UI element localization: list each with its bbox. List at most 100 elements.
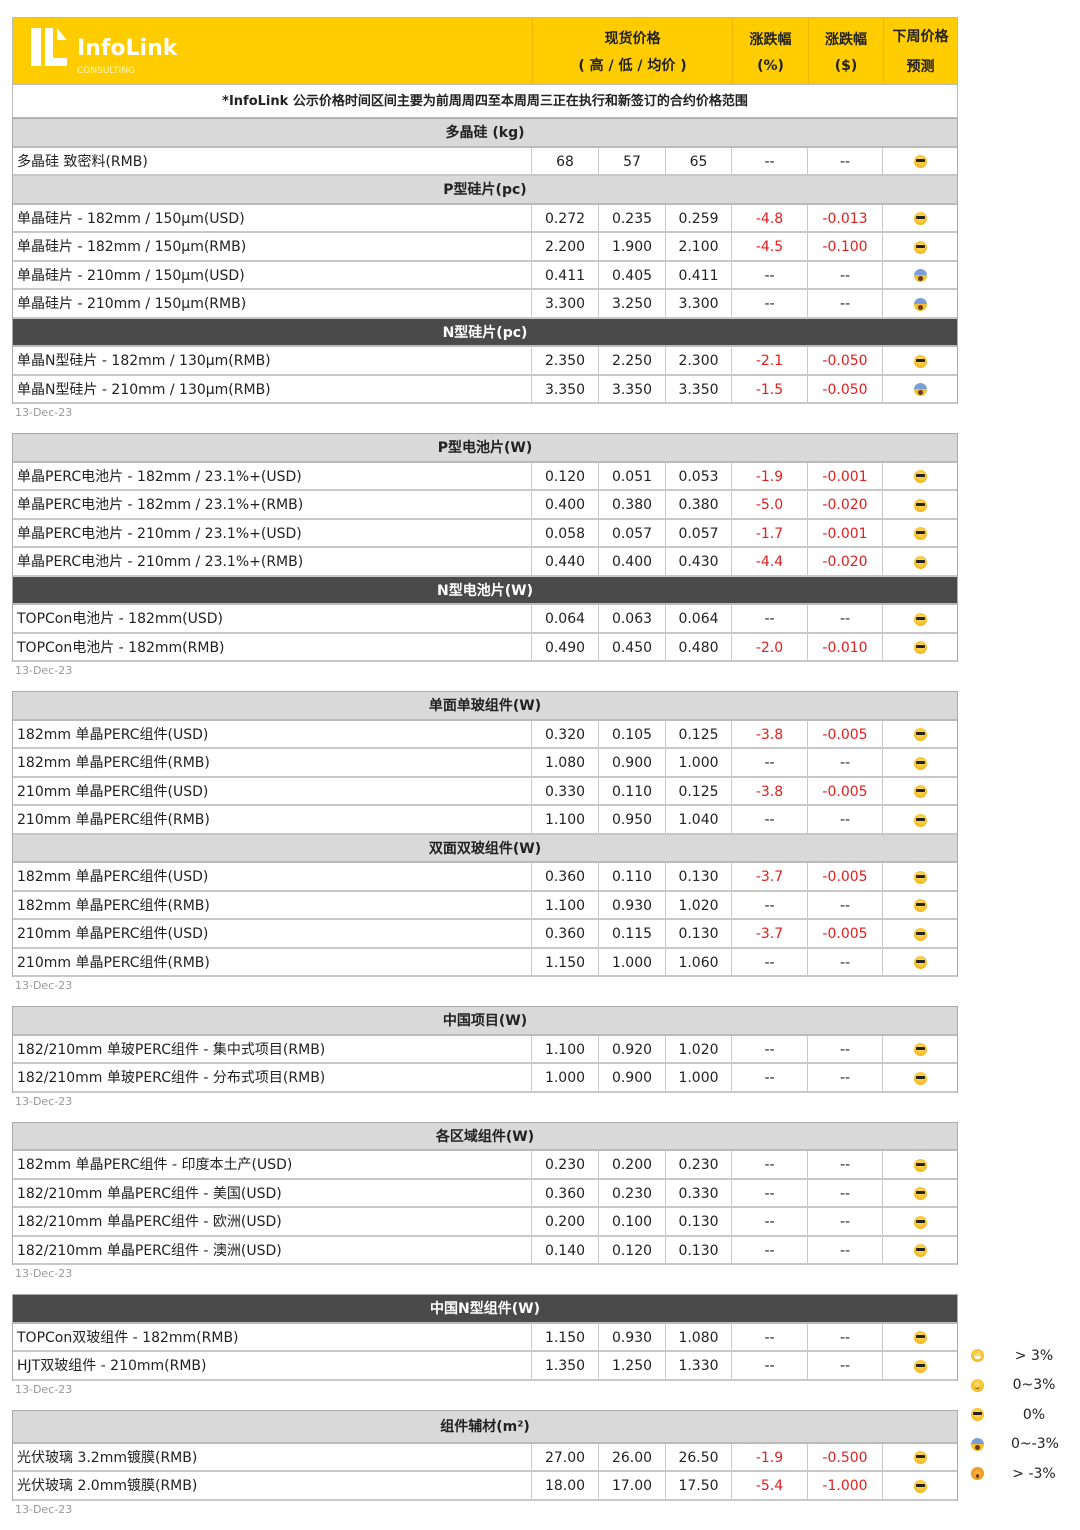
forecast-cell	[883, 1237, 957, 1264]
table-row: 多晶硅 致密料(RMB) 68 57 65 -- --	[13, 147, 957, 176]
price-avg: 0.057	[666, 519, 732, 546]
product-name: 光伏玻璃 2.0mm镀膜(RMB)	[13, 1472, 532, 1499]
product-name: 182mm 单晶PERC组件(USD)	[13, 863, 532, 890]
price-high: 0.490	[532, 633, 599, 660]
product-name: 210mm 单晶PERC组件(USD)	[13, 920, 532, 947]
product-name: 210mm 单晶PERC组件(RMB)	[13, 948, 532, 975]
price-low: 0.110	[599, 777, 666, 804]
section-header: N型硅片(pc)	[13, 318, 957, 347]
price-avg: 1.020	[666, 1035, 732, 1062]
forecast-cell	[883, 290, 957, 317]
change-pct-unit: (%)	[757, 57, 784, 74]
price-low: 0.105	[599, 720, 666, 747]
cool-face-icon	[913, 155, 927, 168]
change-usd: -0.020	[808, 548, 883, 575]
forecast-cell	[883, 1208, 957, 1235]
price-low: 0.400	[599, 548, 666, 575]
legend-item: 0~-3%	[965, 1430, 1075, 1460]
product-name: 单晶PERC电池片 - 182mm / 23.1%+(USD)	[13, 462, 532, 489]
date-label: 13-Dec-23	[15, 664, 73, 677]
logo-text: InfoLink	[77, 36, 178, 61]
table-row: 182/210mm 单晶PERC组件 - 美国(USD) 0.360 0.230 0.…	[13, 1179, 957, 1208]
change-usd: --	[808, 806, 883, 833]
product-name: 单晶N型硅片 - 210mm / 130μm(RMB)	[13, 375, 532, 402]
price-note: *InfoLink 公示价格时间区间主要为前周周四至本周周三正在执行和新签订的合…	[12, 85, 958, 118]
price-high: 1.150	[532, 948, 599, 975]
spot-price-sublabel: ( 高 / 低 / 均价 )	[578, 57, 687, 74]
legend-label: > 3%	[1014, 1347, 1054, 1364]
table-row: 182/210mm 单玻PERC组件 - 集中式项目(RMB) 1.100 0.92…	[13, 1035, 957, 1064]
change-usd: -1.000	[808, 1472, 883, 1499]
date-label: 13-Dec-23	[15, 1094, 73, 1108]
table-row: 182/210mm 单晶PERC组件 - 欧洲(USD) 0.200 0.100 0.…	[13, 1208, 957, 1237]
price-low: 1.000	[599, 948, 666, 975]
change-usd: -0.013	[808, 204, 883, 231]
legend-label: 0%	[1022, 1406, 1046, 1423]
price-low: 17.00	[599, 1472, 666, 1499]
price-avg: 3.300	[666, 290, 732, 317]
price-avg: 0.064	[666, 605, 732, 632]
price-low: 57	[599, 147, 666, 174]
cool-face-icon	[913, 1187, 927, 1200]
change-usd: -0.100	[808, 233, 883, 260]
legend-item: > -3%	[965, 1459, 1075, 1489]
price-high: 0.360	[532, 920, 599, 947]
price-high: 0.330	[532, 777, 599, 804]
table-row: 182mm 单晶PERC组件 - 印度本土产(USD) 0.230 0.200 0.2…	[13, 1151, 957, 1180]
change-usd: --	[808, 1236, 883, 1263]
price-low: 0.900	[599, 1064, 666, 1091]
change-usd: --	[808, 605, 883, 632]
forecast-legend: > 3% 0~3% 0% 0~-3% > -3%	[965, 1341, 1075, 1489]
price-high: 0.200	[532, 1208, 599, 1235]
product-name: 210mm 单晶PERC组件(RMB)	[13, 806, 532, 833]
product-name: TOPCon双玻组件 - 182mm(RMB)	[13, 1323, 532, 1350]
change-pct: -2.1	[732, 347, 808, 374]
product-name: 182mm 单晶PERC组件(RMB)	[13, 749, 532, 776]
legend-label: 0~-3%	[1011, 1436, 1059, 1453]
cool-face-icon	[913, 470, 927, 483]
forecast-cell	[883, 1036, 957, 1063]
price-avg: 0.130	[666, 1236, 732, 1263]
price-avg: 1.080	[666, 1323, 732, 1350]
price-low: 0.051	[599, 462, 666, 489]
price-high: 1.100	[532, 1035, 599, 1062]
date-label: 13-Dec-23	[15, 1267, 73, 1280]
price-avg: 1.330	[666, 1352, 732, 1379]
price-high: 18.00	[532, 1472, 599, 1499]
change-usd: -0.010	[808, 633, 883, 660]
price-high: 1.100	[532, 891, 599, 918]
cool-face-icon	[913, 899, 927, 912]
forecast-cell	[883, 491, 957, 518]
cool-face-icon	[913, 1244, 927, 1257]
change-pct: --	[732, 948, 808, 975]
cool-face-icon	[913, 641, 927, 654]
table-row: 182mm 单晶PERC组件(USD) 0.320 0.105 0.125 -3.8 -0…	[13, 720, 957, 749]
change-pct: --	[732, 891, 808, 918]
price-avg: 1.060	[666, 948, 732, 975]
table-row: TOPCon电池片 - 182mm(RMB) 0.490 0.450 0.480 -2.…	[13, 633, 957, 662]
wow-face-icon	[971, 1467, 984, 1481]
product-name: 单晶PERC电池片 - 210mm / 23.1%+(RMB)	[13, 548, 532, 575]
date-label: 13-Dec-23	[15, 1382, 73, 1396]
cool-face-icon	[913, 354, 927, 368]
table-row: 182/210mm 单玻PERC组件 - 分布式项目(RMB) 1.000 0.90…	[13, 1064, 957, 1093]
product-name: 182/210mm 单晶PERC组件 - 欧洲(USD)	[13, 1208, 532, 1235]
cool-face-icon	[913, 1479, 927, 1493]
price-low: 2.250	[599, 347, 666, 374]
forecast-cell	[883, 1180, 957, 1207]
change-pct-header: 涨跌幅 (%)	[733, 18, 809, 84]
change-pct: -3.7	[732, 920, 808, 947]
forecast-cell	[883, 205, 957, 232]
forecast-cell	[883, 1352, 957, 1379]
price-low: 0.450	[599, 633, 666, 660]
price-low: 26.00	[599, 1443, 666, 1470]
product-name: 182mm 单晶PERC组件(RMB)	[13, 891, 532, 918]
price-avg: 0.130	[666, 920, 732, 947]
price-high: 1.350	[532, 1352, 599, 1379]
price-avg: 0.125	[666, 777, 732, 804]
change-pct: --	[732, 1179, 808, 1206]
price-low: 0.110	[599, 863, 666, 890]
cool-face-icon	[913, 1359, 927, 1373]
change-usd: --	[808, 147, 883, 174]
price-avg: 0.259	[666, 204, 732, 231]
